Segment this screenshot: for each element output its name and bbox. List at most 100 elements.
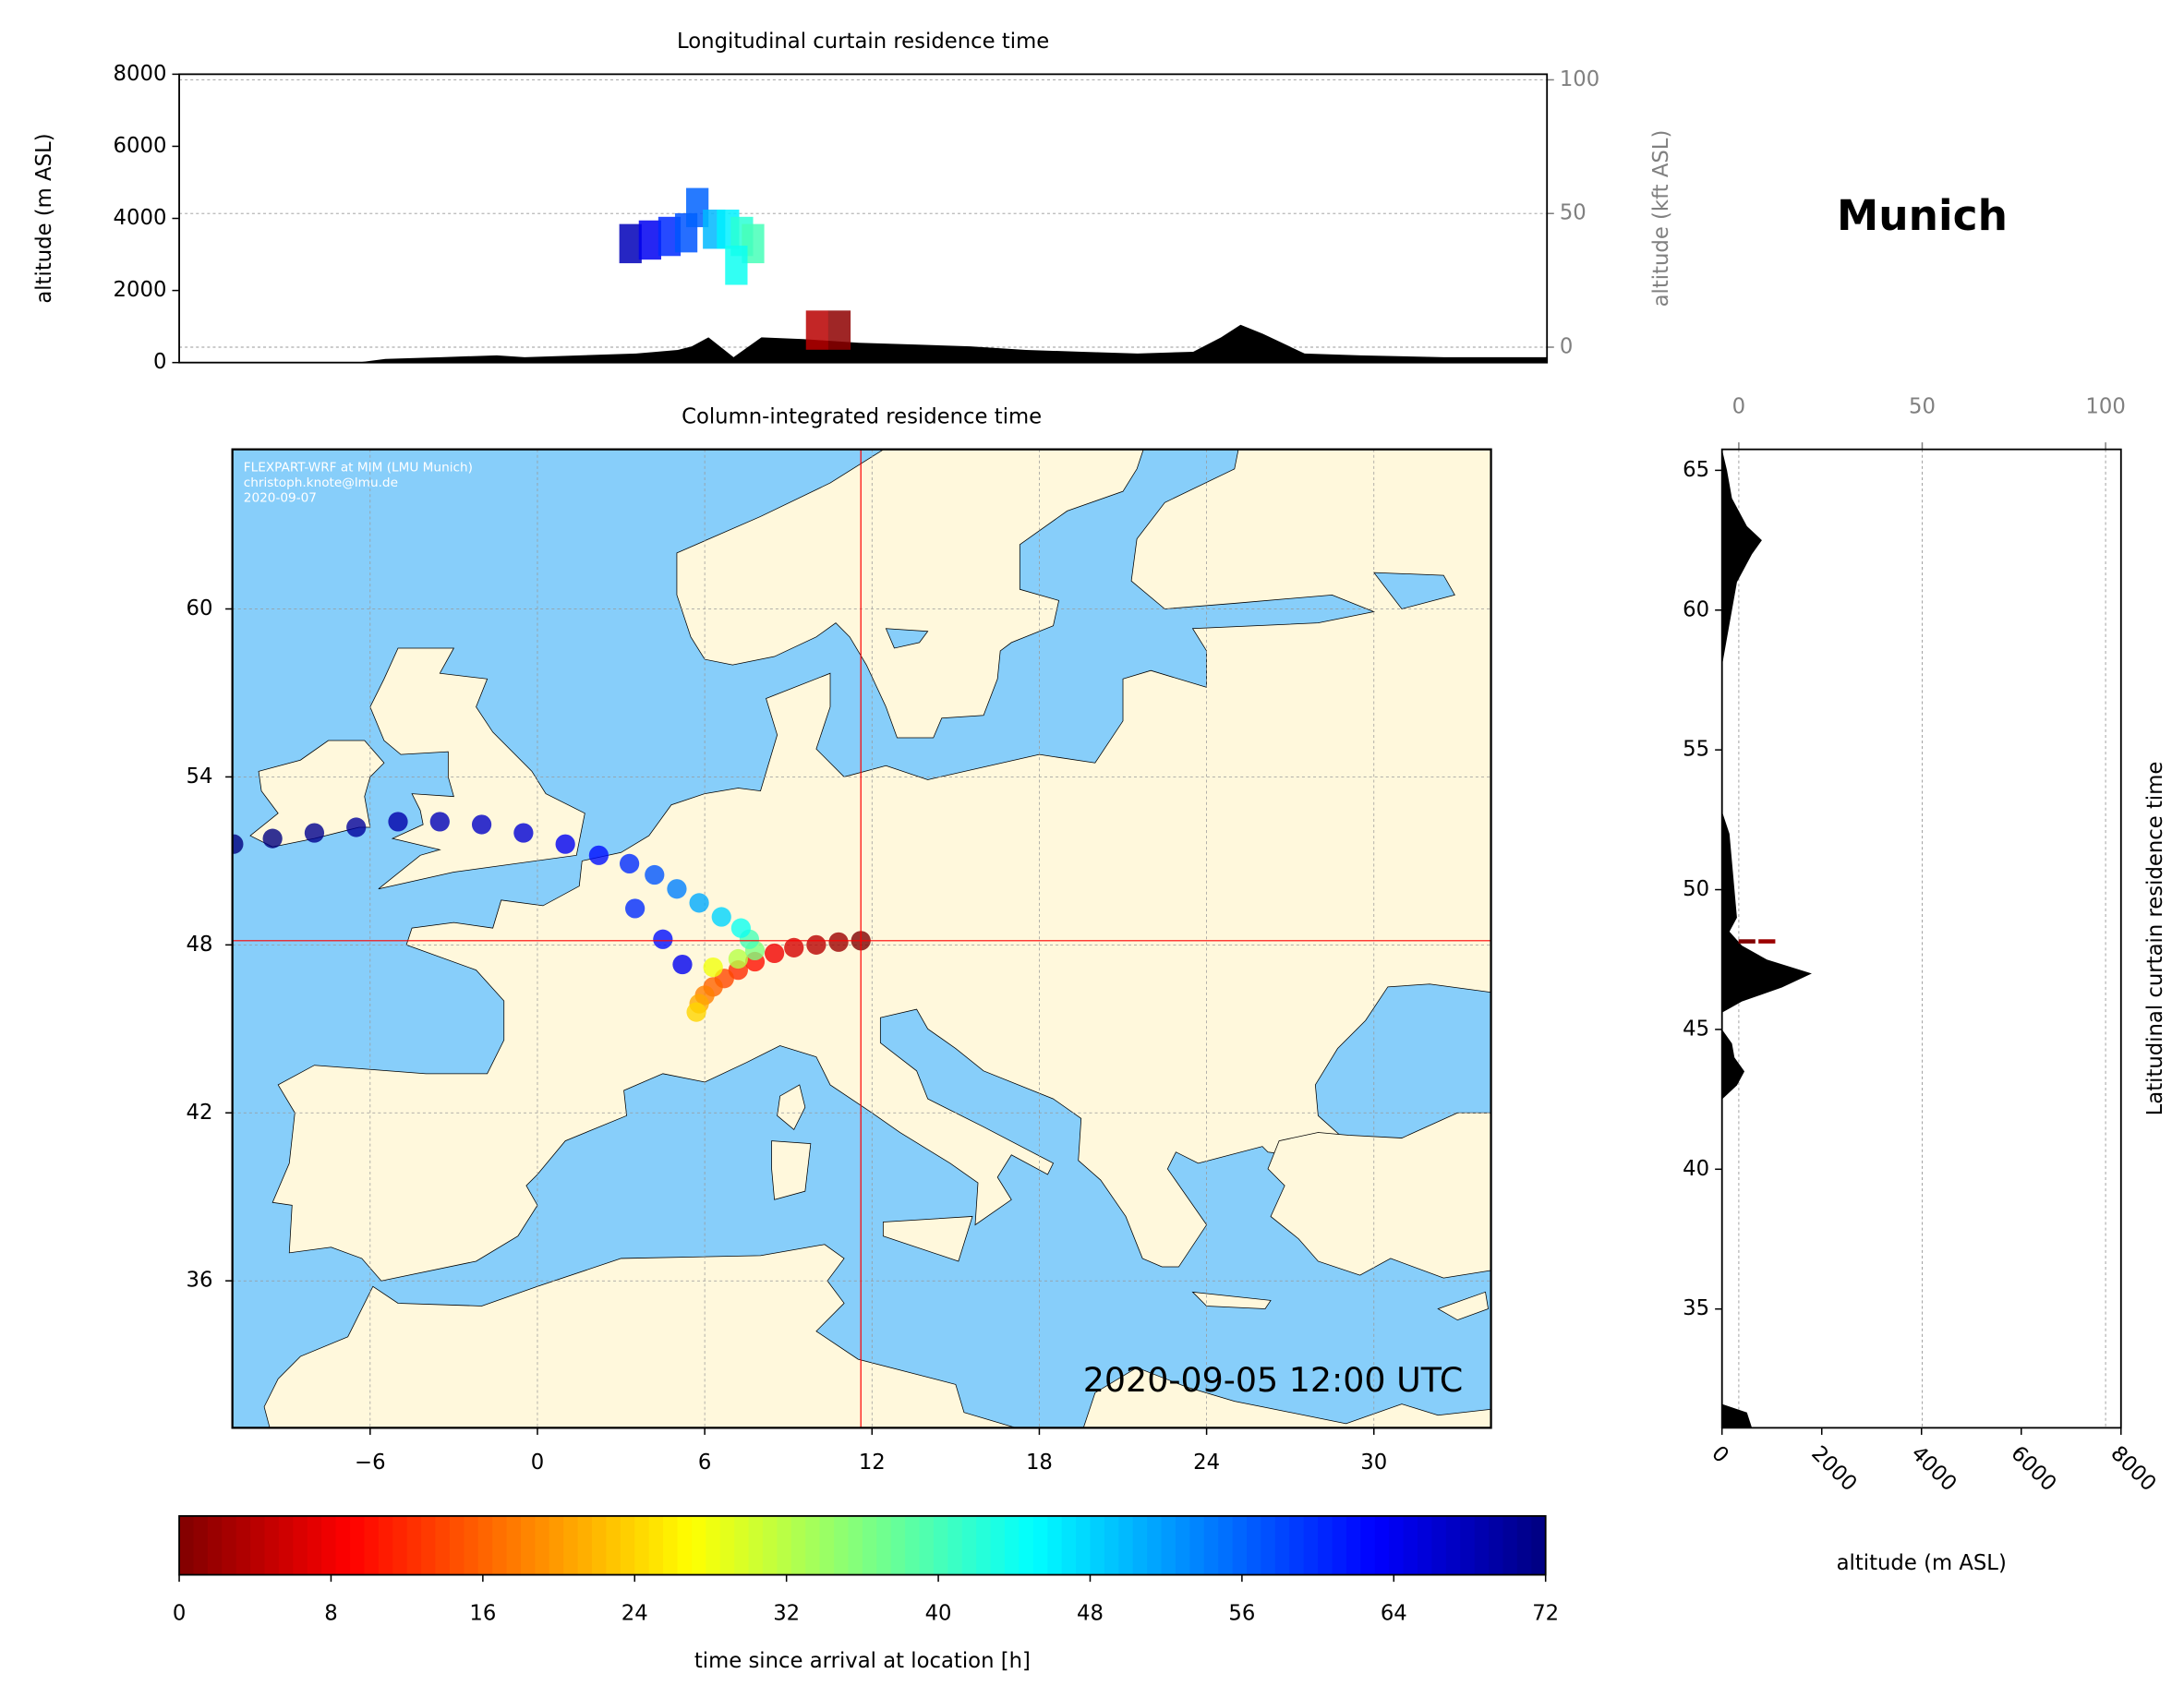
colorbar-swatch <box>506 1515 522 1575</box>
plume-cell <box>638 220 661 260</box>
colorbar-tick-label: 48 <box>1077 1602 1104 1626</box>
colorbar-swatch <box>961 1515 977 1575</box>
colorbar-swatch <box>179 1515 195 1575</box>
colorbar-swatch <box>1261 1515 1276 1575</box>
colorbar-swatch <box>1104 1515 1119 1575</box>
plume-point <box>667 879 687 899</box>
colorbar-swatch <box>477 1515 493 1575</box>
colorbar-swatch <box>648 1515 664 1575</box>
land <box>882 1216 973 1262</box>
colorbar-swatch <box>1274 1515 1290 1575</box>
plume-point <box>346 817 367 837</box>
colorbar-swatch <box>1175 1515 1190 1575</box>
plume-point <box>686 1002 706 1022</box>
profile-area <box>1721 449 2106 1428</box>
plume-point <box>388 812 408 832</box>
annotation: 2020-09-07 <box>244 491 317 506</box>
timestamp: 2020-09-05 12:00 UTC <box>1083 1360 1463 1400</box>
colorbar-swatch <box>1019 1515 1034 1575</box>
colorbar-swatch <box>1417 1515 1432 1575</box>
plume-cell <box>619 223 642 264</box>
colorbar-swatch <box>790 1515 806 1575</box>
colorbar-swatch <box>706 1515 721 1575</box>
colorbar-swatch <box>335 1515 351 1575</box>
colorbar-swatch <box>805 1515 821 1575</box>
colorbar-swatch <box>777 1515 792 1575</box>
colorbar-swatch <box>1516 1515 1532 1575</box>
colorbar-swatch <box>1090 1515 1105 1575</box>
panel-frame <box>231 448 1492 1429</box>
plume-point <box>232 834 244 854</box>
plume-point <box>728 948 748 969</box>
colorbar-swatch <box>464 1515 479 1575</box>
colorbar-swatch <box>1032 1515 1048 1575</box>
annotation: christoph.knote@lmu.de <box>244 476 398 490</box>
x-tick-label: 30 <box>1360 1451 1387 1475</box>
plume-point <box>806 934 827 955</box>
land <box>1191 1291 1272 1309</box>
colorbar-swatch <box>1161 1515 1176 1575</box>
colorbar-frame <box>178 1514 1547 1576</box>
plume-point <box>471 814 492 835</box>
colorbar-swatch <box>235 1515 251 1575</box>
plume-point <box>711 907 731 927</box>
colorbar-swatch <box>762 1515 778 1575</box>
colorbar-swatch <box>264 1515 280 1575</box>
panel-title: Column-integrated residence time <box>682 404 1042 428</box>
colorbar-swatch <box>1247 1515 1262 1575</box>
colorbar-swatch <box>748 1515 764 1575</box>
colorbar-swatch <box>193 1515 209 1575</box>
plume-point <box>764 943 785 964</box>
x-tick-label: 24 <box>1193 1451 1220 1475</box>
x2-tick-label: 50 <box>1909 395 1936 419</box>
colorbar-swatch <box>1303 1515 1319 1575</box>
colorbar-swatch <box>1061 1515 1077 1575</box>
colorbar-swatch <box>990 1515 1006 1575</box>
land <box>1267 1112 1491 1279</box>
land <box>676 449 1144 739</box>
colorbar-swatch <box>563 1515 579 1575</box>
y-tick-label: 6000 <box>114 134 167 158</box>
colorbar-tick-label: 56 <box>1228 1602 1255 1626</box>
land <box>1437 1291 1489 1321</box>
colorbar-label: time since arrival at location [h] <box>694 1649 1031 1673</box>
terrain <box>1721 449 1812 1428</box>
colorbar-swatch <box>350 1515 366 1575</box>
site-title: Munich <box>1837 191 2008 240</box>
y-tick-label: 48 <box>186 933 212 957</box>
colorbar-swatch <box>378 1515 393 1575</box>
plume-point <box>555 834 575 854</box>
colorbar-tick-label: 72 <box>1532 1602 1559 1626</box>
colorbar-swatch <box>1531 1515 1547 1575</box>
colorbar-swatch <box>919 1515 935 1575</box>
colorbar-swatch <box>1374 1515 1390 1575</box>
y-tick-label: 45 <box>1683 1017 1709 1041</box>
colorbar-swatch <box>577 1515 593 1575</box>
colorbar-swatch <box>905 1515 921 1575</box>
panel-frame <box>178 73 1549 364</box>
y-tick-label: 4000 <box>114 206 167 230</box>
lake <box>885 628 929 649</box>
colorbar-swatch <box>520 1515 536 1575</box>
colorbar-swatch <box>421 1515 437 1575</box>
colorbar-swatch <box>549 1515 564 1575</box>
x-tick-label: 18 <box>1026 1451 1053 1475</box>
x-tick-label: 12 <box>859 1451 886 1475</box>
colorbar-tick-label: 24 <box>621 1602 648 1626</box>
y-tick-label: 36 <box>186 1269 212 1293</box>
colorbar-swatch <box>1132 1515 1148 1575</box>
colorbar-swatch <box>321 1515 337 1575</box>
plume-point <box>304 823 325 843</box>
plume-point <box>672 954 693 975</box>
colorbar-swatch <box>250 1515 266 1575</box>
colorbar-swatch <box>1332 1515 1347 1575</box>
terrain <box>179 324 1548 363</box>
colorbar-swatch <box>1047 1515 1063 1575</box>
x-tick-label: 6 <box>698 1451 711 1475</box>
colorbar-swatch <box>663 1515 679 1575</box>
colorbar-swatch <box>834 1515 850 1575</box>
colorbar-swatch <box>435 1515 451 1575</box>
colorbar-swatch <box>592 1515 608 1575</box>
colorbar-swatch <box>1232 1515 1248 1575</box>
